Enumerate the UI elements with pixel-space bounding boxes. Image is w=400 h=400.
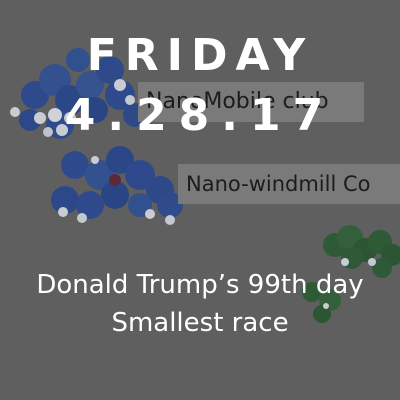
subheadline-text: Smallest race xyxy=(111,308,289,338)
date-text: 4.28.17 xyxy=(64,90,336,141)
nano-windmill-label: Nano-windmill Co xyxy=(178,164,400,204)
molecule-middle xyxy=(51,146,183,225)
nanomobile-club-label: NanoMobile club xyxy=(138,82,364,122)
day-of-week: FRIDAY xyxy=(86,30,314,81)
molecule-green xyxy=(302,225,400,323)
molecule-top-left xyxy=(10,48,147,139)
headline-text: Donald Trump’s 99th day xyxy=(36,270,364,300)
